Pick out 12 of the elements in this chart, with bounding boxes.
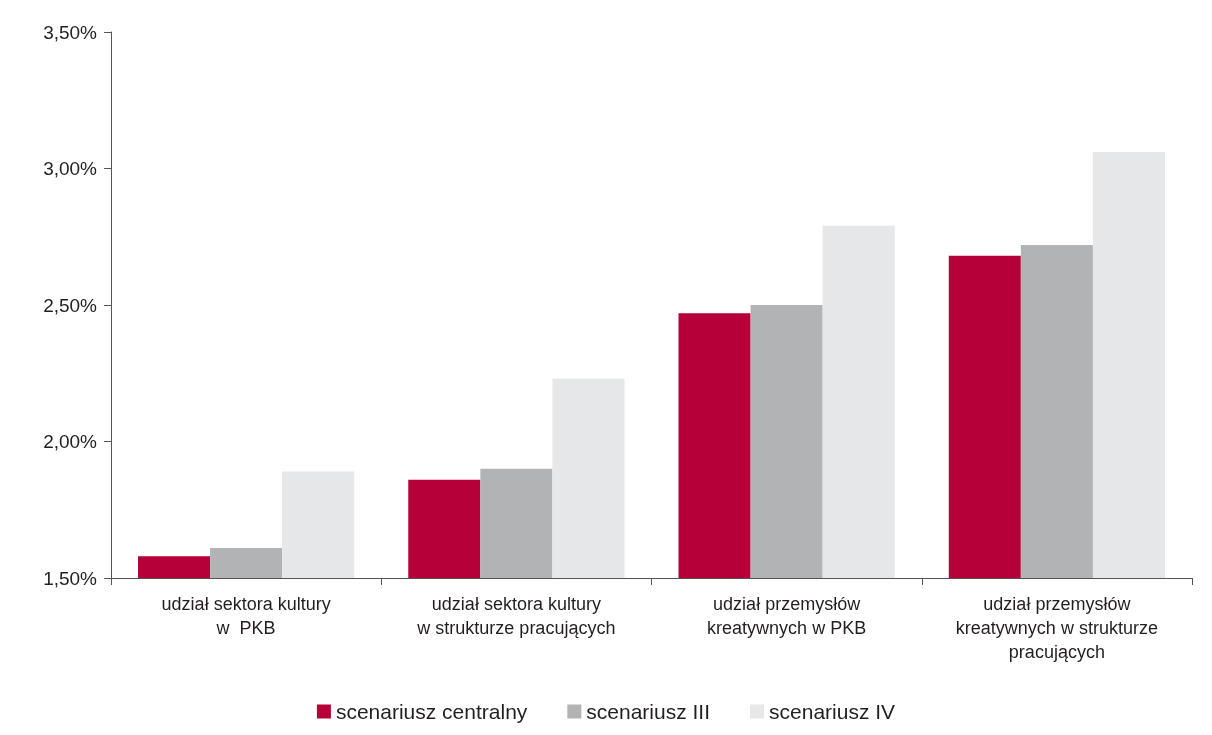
x-tick-label: udział przemysłów kreatywnych w strukturze pracujących [955,594,1158,662]
y-tick-label: 3,00% [43,158,98,179]
x-tick-label: udział sektora kultury w strukturze pracujących [416,594,616,638]
legend-label: scenariusz centralny [335,700,528,723]
legend-label: scenariusz IV [769,700,896,723]
y-tick-label: 1,50% [43,567,98,589]
y-tick-label: 3,50% [43,21,98,43]
x-tick-label: udział sektora kultury w PKB [161,594,331,638]
y-tick-label: 2,00% [43,431,98,452]
legend-label: scenariusz III [586,700,711,723]
y-tick-label: 2,50% [43,294,98,316]
x-tick-label: udział przemysłów kreatywnych w PKB [707,594,867,638]
